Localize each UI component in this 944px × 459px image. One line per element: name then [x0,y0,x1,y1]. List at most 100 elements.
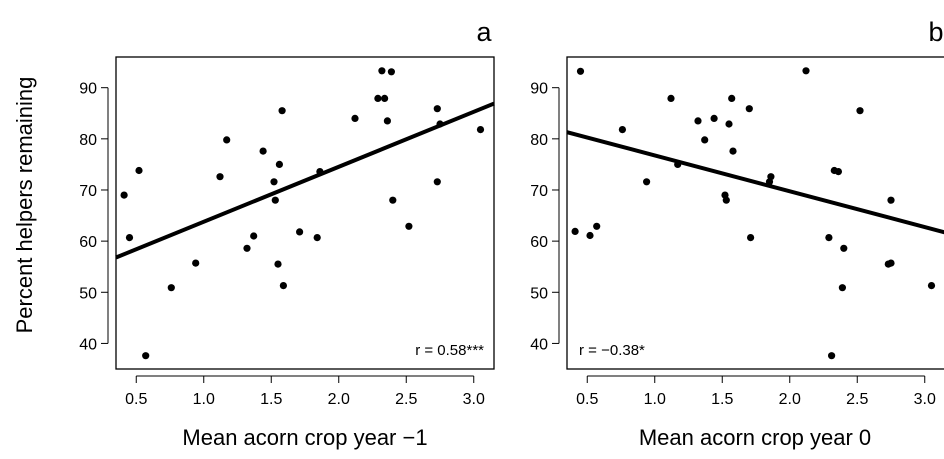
data-point-b-16 [729,147,737,155]
y-tick-label-b-5: 80 [530,132,548,149]
correlation-annotation-a: r = 0.58*** [415,342,484,359]
panel-label-b: b [928,17,943,47]
data-point-a-3 [135,166,143,175]
data-point-a-16 [278,107,286,115]
x-tick-label-a-5: 2.5 [395,391,417,408]
data-point-b-14 [725,120,733,128]
data-point-a-28 [405,222,413,230]
data-point-a-5 [167,284,175,292]
x-tick-label-b-1: 0.5 [576,391,598,408]
x-tick-label-b-2: 1.0 [644,391,666,408]
x-tick-label-b-6: 3.0 [914,391,936,408]
x-tick-label-a-3: 1.5 [260,391,282,408]
y-axis-a: 40 50 60 70 80 90 [79,81,109,353]
data-point-a-26 [387,68,395,76]
x-axis-title-a: Mean acorn crop year −1 [182,425,427,450]
scatter-points-b [571,67,936,360]
scatter-points-a [120,67,485,360]
x-tick-label-b-4: 2.0 [779,391,801,408]
x-tick-label-a-2: 1.0 [193,391,215,408]
regression-line-b [566,130,944,235]
data-point-a-32 [476,126,485,134]
data-point-b-11 [710,114,718,122]
data-point-a-18 [296,228,304,236]
correlation-annotation-b: r = −0.38* [579,342,645,359]
panel-a: 0.5 1.0 1.5 2.0 2.5 3.0 40 50 60 70 80 90 a r = 0.… [79,17,495,450]
data-point-a-15 [275,160,283,168]
data-point-b-32 [927,282,936,290]
data-point-b-1 [571,227,579,235]
data-point-a-8 [223,136,231,144]
data-point-b-30 [887,259,895,267]
regression-line-a [115,101,495,260]
data-point-a-1 [120,191,128,199]
data-point-a-17 [279,282,287,290]
plot-frame-b [566,56,944,370]
data-point-b-2 [576,67,585,75]
x-axis-b: 0.5 1.0 1.5 2.0 2.5 3.0 [576,375,936,408]
data-point-a-22 [374,94,382,102]
data-point-a-19 [313,234,321,242]
y-tick-label-a-3: 60 [79,234,97,251]
x-tick-label-b-3: 1.5 [711,391,733,408]
data-point-a-9 [243,244,251,252]
y-tick-label-b-3: 60 [530,234,548,251]
data-point-a-2 [125,234,134,242]
x-tick-label-a-1: 0.5 [125,391,147,408]
x-axis-a: 0.5 1.0 1.5 2.0 2.5 3.0 [125,375,485,408]
x-axis-title-b: Mean acorn crop year 0 [639,425,871,450]
data-point-a-23 [378,67,386,75]
data-point-b-25 [834,168,843,176]
data-point-b-13 [722,196,730,204]
data-point-b-31 [887,196,895,204]
data-point-b-4 [593,222,601,230]
data-point-b-23 [828,352,836,360]
data-point-b-27 [840,244,848,252]
data-point-b-18 [747,234,755,242]
data-point-b-20 [767,173,775,181]
data-point-b-3 [586,231,594,240]
data-point-b-21 [802,67,810,75]
data-point-a-29 [433,105,441,113]
data-point-a-7 [216,173,224,181]
x-tick-label-a-6: 3.0 [463,391,485,408]
y-tick-label-a-2: 50 [79,285,97,302]
y-axis-b: 40 50 60 70 80 90 [530,81,560,353]
fit-line-a-group [115,101,495,260]
data-point-a-25 [383,117,391,125]
y-tick-label-a-6: 90 [79,81,97,98]
data-point-b-26 [838,284,847,292]
data-point-b-7 [667,94,675,102]
data-point-a-27 [389,196,397,204]
data-point-a-12 [270,178,278,186]
y-tick-label-b-6: 90 [530,81,548,98]
data-point-b-9 [694,117,702,125]
panel-b: 0.5 1.0 1.5 2.0 2.5 3.0 40 50 60 70 80 90 b r = −0… [530,17,944,450]
x-tick-label-a-4: 2.0 [328,391,350,408]
data-point-b-5 [618,126,627,134]
data-point-a-24 [381,94,389,102]
y-tick-label-b-1: 40 [530,336,548,353]
y-tick-label-b-4: 70 [530,183,548,200]
data-point-b-15 [728,94,736,102]
data-point-b-6 [643,178,651,186]
x-tick-label-b-5: 2.5 [846,391,868,408]
y-tick-label-a-1: 40 [79,336,97,353]
panel-label-a: a [476,17,492,47]
data-point-b-10 [701,136,709,144]
data-point-a-4 [142,352,150,360]
y-tick-label-b-2: 50 [530,285,548,302]
data-point-a-11 [259,147,267,155]
data-point-a-6 [192,259,200,267]
data-point-a-30 [433,178,441,186]
y-axis-title: Percent helpers remaining [12,77,37,334]
data-point-b-17 [745,105,753,113]
y-tick-label-a-4: 70 [79,183,97,200]
data-point-a-13 [271,196,279,204]
data-point-a-21 [351,114,359,122]
data-point-b-28 [856,107,864,115]
data-point-a-14 [274,260,282,268]
y-tick-label-a-5: 80 [79,132,97,149]
fit-line-b-group [566,130,944,235]
